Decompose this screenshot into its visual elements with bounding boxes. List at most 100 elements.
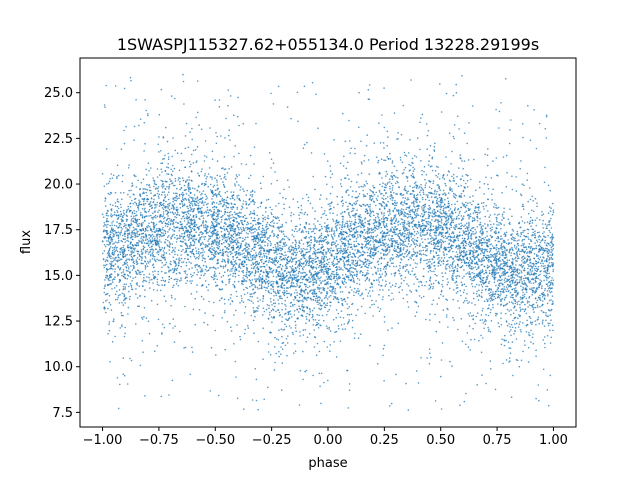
data-point — [304, 370, 306, 373]
data-point — [289, 305, 292, 308]
data-point — [428, 288, 430, 290]
data-point — [148, 189, 151, 192]
data-point — [444, 198, 446, 201]
data-point — [253, 265, 256, 268]
data-point — [119, 234, 121, 236]
data-point — [443, 257, 446, 259]
data-point — [520, 308, 522, 311]
data-point — [502, 252, 505, 255]
data-point — [515, 264, 517, 266]
data-point — [511, 280, 514, 283]
data-point — [157, 186, 160, 188]
data-point — [447, 263, 449, 265]
data-point — [142, 227, 144, 230]
data-point — [207, 226, 209, 228]
data-point — [358, 279, 361, 281]
data-point — [114, 263, 117, 265]
data-point — [369, 237, 372, 240]
data-point — [352, 190, 354, 192]
data-point — [429, 277, 432, 280]
data-point — [148, 281, 150, 284]
data-point — [382, 296, 384, 298]
data-point — [444, 272, 447, 274]
data-point — [387, 157, 390, 160]
data-point — [251, 283, 254, 286]
data-point — [311, 207, 314, 209]
data-point — [157, 273, 159, 276]
data-point — [460, 281, 463, 284]
data-point — [418, 250, 421, 252]
data-point — [135, 204, 138, 206]
data-point — [133, 139, 135, 141]
data-point — [390, 175, 392, 177]
data-point — [491, 199, 493, 201]
data-point — [342, 230, 345, 233]
data-point — [552, 329, 554, 332]
data-point — [115, 215, 118, 217]
data-point — [350, 210, 353, 213]
data-point — [299, 261, 301, 263]
data-point — [551, 202, 554, 205]
data-point — [420, 253, 423, 256]
data-point — [184, 135, 187, 137]
data-point — [470, 237, 472, 240]
data-point — [142, 200, 145, 203]
data-point — [348, 214, 351, 217]
data-point — [337, 325, 340, 327]
data-point — [145, 174, 148, 176]
data-point — [247, 299, 249, 301]
data-point — [134, 197, 137, 200]
data-point — [405, 382, 407, 385]
data-point — [371, 198, 374, 200]
data-point — [200, 274, 202, 277]
data-point — [545, 114, 548, 117]
data-point — [340, 247, 342, 249]
data-point — [185, 229, 187, 232]
data-point — [142, 262, 144, 265]
data-point — [523, 340, 526, 342]
data-point — [305, 235, 308, 238]
data-point — [118, 302, 121, 304]
data-point — [329, 344, 332, 346]
data-point — [112, 257, 114, 259]
data-point — [243, 332, 246, 335]
data-point — [223, 228, 225, 230]
data-point — [110, 309, 113, 311]
data-point — [460, 192, 463, 195]
data-point — [443, 212, 445, 214]
data-point — [401, 221, 404, 224]
data-point — [125, 224, 127, 226]
data-point — [531, 234, 534, 236]
data-point — [243, 408, 245, 410]
data-point — [241, 206, 244, 209]
data-point — [329, 286, 331, 288]
data-point — [401, 161, 404, 164]
data-point — [245, 163, 247, 166]
data-point — [551, 213, 554, 216]
data-point — [534, 297, 537, 299]
data-point — [249, 295, 252, 298]
data-point — [477, 299, 480, 301]
data-point — [162, 158, 164, 160]
data-point — [424, 186, 427, 189]
data-point — [224, 271, 226, 274]
data-point — [154, 243, 157, 246]
data-point — [383, 189, 386, 192]
data-point — [263, 398, 266, 401]
data-point — [452, 261, 454, 264]
data-point — [258, 277, 260, 279]
data-point — [180, 235, 183, 238]
data-point — [353, 233, 355, 236]
data-point — [199, 270, 202, 273]
data-point — [440, 239, 443, 241]
data-point — [189, 241, 192, 244]
data-point — [203, 224, 205, 227]
data-point — [361, 219, 364, 222]
data-point — [468, 249, 471, 252]
data-point — [527, 200, 529, 203]
data-point — [385, 197, 387, 200]
data-point — [367, 227, 369, 229]
data-point — [242, 200, 245, 202]
data-point — [162, 137, 165, 139]
data-point — [386, 130, 389, 133]
